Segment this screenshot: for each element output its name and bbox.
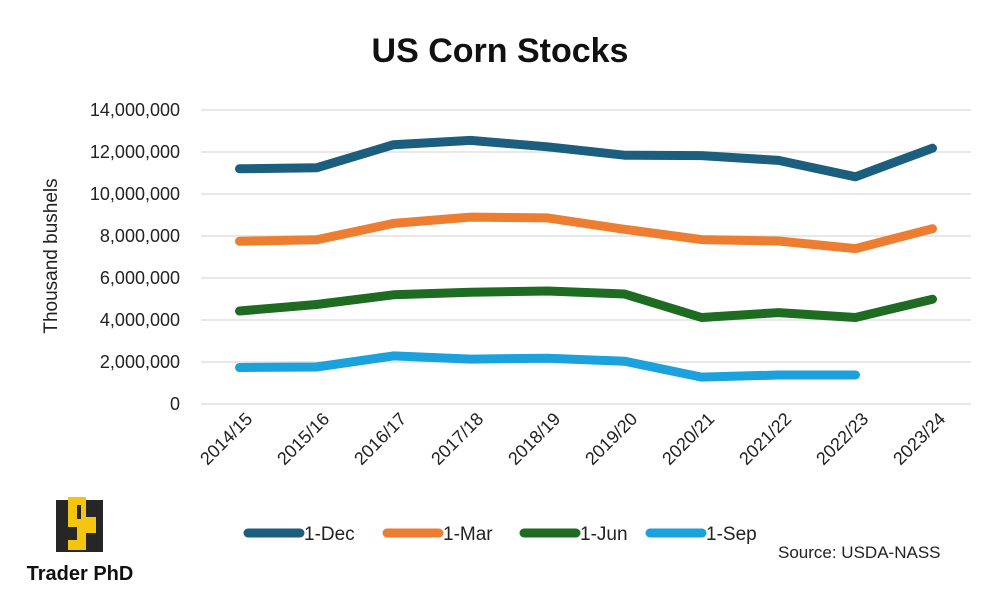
x-tick-label: 2023/24 xyxy=(889,409,949,469)
y-axis-label: Thousand bushels xyxy=(41,178,62,333)
y-tick-label: 6,000,000 xyxy=(100,268,180,288)
source-note: Source: USDA-NASS xyxy=(778,543,941,562)
y-tick-label: 2,000,000 xyxy=(100,352,180,372)
brand-name: Trader PhD xyxy=(27,563,134,585)
y-axis-ticks: 0 2,000,000 4,000,000 6,000,000 8,000,000 10,… xyxy=(90,100,180,414)
x-tick-label: 2017/18 xyxy=(427,409,487,469)
y-tick-label: 8,000,000 xyxy=(100,226,180,246)
series-line-1-Sep xyxy=(235,351,860,382)
x-tick-label: 2015/16 xyxy=(273,409,333,469)
x-tick-label: 2016/17 xyxy=(350,409,410,469)
x-tick-label: 2021/22 xyxy=(735,409,795,469)
series-line-1-Mar xyxy=(235,212,937,254)
legend-label: 1-Mar xyxy=(443,524,493,545)
logo-accent-shape xyxy=(68,497,96,550)
series-lines xyxy=(235,135,937,382)
chart-title: US Corn Stocks xyxy=(372,32,629,70)
y-tick-label: 12,000,000 xyxy=(90,142,180,162)
x-axis-ticks: 2014/15 2015/16 2016/17 2017/18 2018/19 2019/… xyxy=(196,409,949,469)
x-tick-label: 2018/19 xyxy=(504,409,564,469)
x-tick-label: 2019/20 xyxy=(581,409,641,469)
series-line-1-Jun xyxy=(235,286,937,322)
x-tick-label: 2020/21 xyxy=(658,409,718,469)
legend-label: 1-Jun xyxy=(580,524,628,545)
legend: 1-Dec 1-Mar 1-Jun 1-Sep xyxy=(243,524,757,545)
y-tick-label: 10,000,000 xyxy=(90,184,180,204)
y-tick-label: 4,000,000 xyxy=(100,310,180,330)
legend-label: 1-Sep xyxy=(706,524,757,545)
y-tick-label: 14,000,000 xyxy=(90,100,180,120)
y-tick-label: 0 xyxy=(170,394,180,414)
series-line-1-Dec xyxy=(235,135,937,182)
x-tick-label: 2022/23 xyxy=(812,409,872,469)
x-tick-label: 2014/15 xyxy=(196,409,256,469)
legend-label: 1-Dec xyxy=(304,524,355,545)
trader-phd-logo-icon xyxy=(56,497,103,552)
